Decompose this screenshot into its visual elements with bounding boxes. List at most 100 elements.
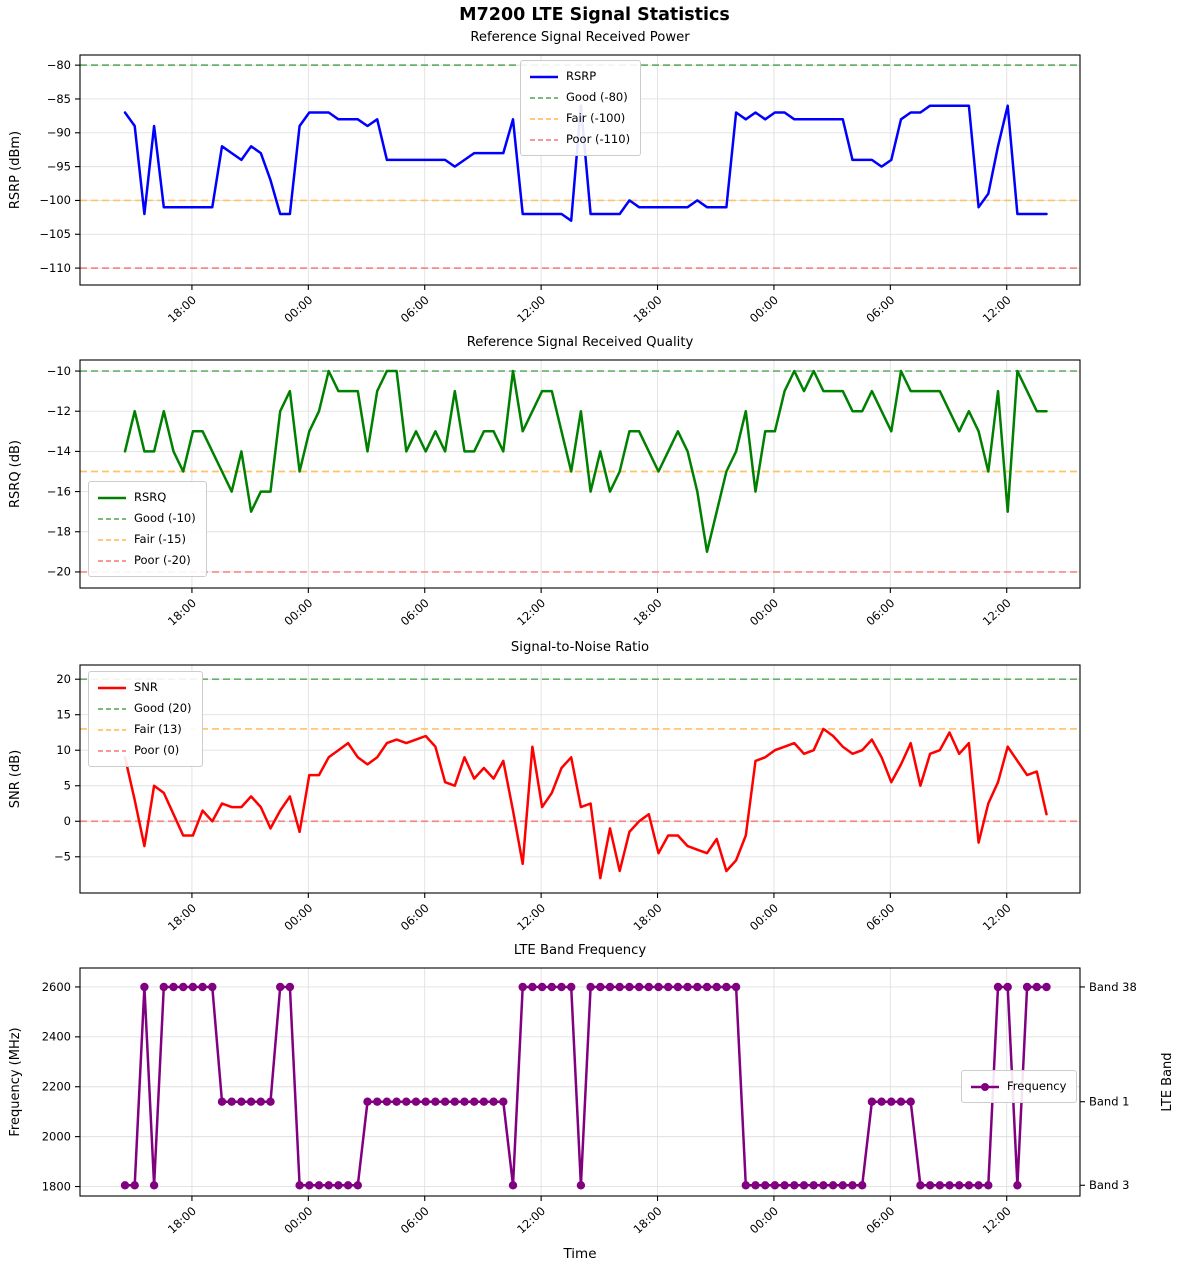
frequency-marker <box>702 982 712 992</box>
frequency-marker <box>198 982 207 992</box>
x-tick-label: 06:00 <box>398 901 432 934</box>
y-tick-label: −100 <box>39 193 71 207</box>
x-tick-label: 00:00 <box>281 1204 315 1237</box>
y-tick-label: −10 <box>47 364 71 378</box>
frequency-marker <box>305 1181 314 1190</box>
y-tick-label: 1800 <box>42 1179 71 1193</box>
y-tick-label: 2200 <box>42 1080 71 1094</box>
frequency-marker <box>314 1181 324 1190</box>
frequency-marker <box>537 982 547 992</box>
x-tick-label: 00:00 <box>747 1204 781 1237</box>
frequency-marker <box>722 982 731 992</box>
x-tick-label: 12:00 <box>980 901 1014 934</box>
legend-item-rsrp: RSRP <box>529 66 630 87</box>
frequency-marker <box>1032 982 1042 992</box>
frequency-marker <box>140 982 149 992</box>
frequency-marker <box>276 982 285 992</box>
legend-label-poor: Poor (-110) <box>566 132 631 146</box>
y-tick-label: −80 <box>47 58 71 72</box>
legend-label-poor: Poor (0) <box>134 743 180 757</box>
good-threshold-swatch-icon <box>530 96 558 99</box>
frequency-marker <box>518 982 527 992</box>
x-tick-label: 18:00 <box>631 901 665 934</box>
frequency-marker <box>402 1097 411 1106</box>
frequency-marker <box>411 1097 421 1106</box>
x-tick-label: 12:00 <box>514 901 548 934</box>
legend-item-poor-threshold: Poor (-110) <box>529 129 630 150</box>
frequency-marker <box>964 1181 974 1190</box>
x-tick-label: 18:00 <box>631 293 665 326</box>
legend-label-poor: Poor (-20) <box>134 553 191 567</box>
frequency-marker <box>664 982 673 992</box>
frequency-marker <box>450 1097 459 1106</box>
x-tick-label: 00:00 <box>747 901 781 934</box>
frequency-marker <box>945 1181 954 1190</box>
plot-border <box>79 664 1081 894</box>
rsrp-line-swatch-icon <box>530 75 558 78</box>
y-tick-label: −12 <box>47 404 71 418</box>
legend-item-frequency: Frequency <box>970 1076 1066 1097</box>
frequency-marker <box>557 982 566 992</box>
frequency-marker <box>586 982 595 992</box>
x-tick-label: 12:00 <box>980 1204 1014 1237</box>
frequency-marker <box>993 982 1003 992</box>
y-tick-label: −16 <box>47 484 71 498</box>
frequency-marker <box>790 1181 799 1190</box>
x-tick-label: 00:00 <box>281 596 315 629</box>
frequency-marker <box>741 1181 750 1190</box>
x-tick-label: 00:00 <box>281 293 315 326</box>
fair-threshold-swatch-icon <box>530 117 558 120</box>
legend-item-good-threshold: Good (20) <box>97 698 192 719</box>
snr-chart-title: Signal-to-Noise Ratio <box>510 640 650 655</box>
legend-item-fair-threshold: Fair (-15) <box>97 529 196 550</box>
frequency-marker <box>120 1181 130 1190</box>
y-tick-label: −95 <box>47 159 71 173</box>
frequency-marker <box>246 1097 256 1106</box>
legend-item-good-threshold: Good (-10) <box>97 508 196 529</box>
frequency-marker <box>353 1181 362 1190</box>
frequency-marker <box>179 982 188 992</box>
x-tick-label: 18:00 <box>631 1204 665 1237</box>
frequency-marker <box>528 982 537 992</box>
x-tick-label: 00:00 <box>747 293 781 326</box>
figure-title: M7200 LTE Signal Statistics <box>459 5 730 25</box>
frequency-marker <box>654 982 663 992</box>
frequency-marker <box>751 1181 760 1190</box>
legend-item-fair-threshold: Fair (13) <box>97 719 192 740</box>
frequency-marker <box>237 1097 246 1106</box>
x-tick-label: 06:00 <box>863 1204 897 1237</box>
frequency-marker <box>1003 982 1012 992</box>
frequency-marker <box>334 1181 343 1190</box>
frequency-marker <box>799 1181 809 1190</box>
frequency-marker <box>1013 1181 1022 1190</box>
legend-label-good: Good (20) <box>134 701 192 715</box>
fair-threshold-swatch-icon <box>98 538 126 541</box>
legend-item-snr: SNR <box>97 677 192 698</box>
snr-y-axis-label: SNR (dB) <box>8 749 23 809</box>
rsrq-y-axis-label: RSRQ (dB) <box>8 440 23 508</box>
rsrq-line <box>123 369 1048 554</box>
frequency-marker <box>285 982 295 992</box>
x-tick-label: 06:00 <box>863 901 897 934</box>
rsrq-line-swatch-icon <box>98 496 126 499</box>
legend-label-fair: Fair (-15) <box>134 532 186 546</box>
frequency-marker <box>227 1097 236 1106</box>
x-tick-label: 06:00 <box>398 293 432 326</box>
frequency-marker <box>634 982 644 992</box>
y-tick-label: 2400 <box>42 1030 71 1044</box>
x-tick-label: 18:00 <box>631 596 665 629</box>
frequency-line <box>123 985 1048 1187</box>
frequency-marker <box>809 1181 818 1190</box>
frequency-chart-title: LTE Band Frequency <box>513 943 647 958</box>
frequency-marker <box>916 1181 925 1190</box>
frequency-marker <box>984 1181 993 1190</box>
y-tick-label: −85 <box>47 92 71 106</box>
y-tick-label: 2000 <box>42 1129 71 1143</box>
x-tick-label: 06:00 <box>398 1204 432 1237</box>
frequency-marker <box>896 1097 906 1106</box>
x-tick-label: 00:00 <box>281 901 315 934</box>
poor-threshold-swatch-icon <box>530 138 558 141</box>
legend-label-good: Good (-80) <box>566 90 628 104</box>
frequency-marker <box>489 1097 498 1106</box>
frequency-marker <box>615 982 624 992</box>
